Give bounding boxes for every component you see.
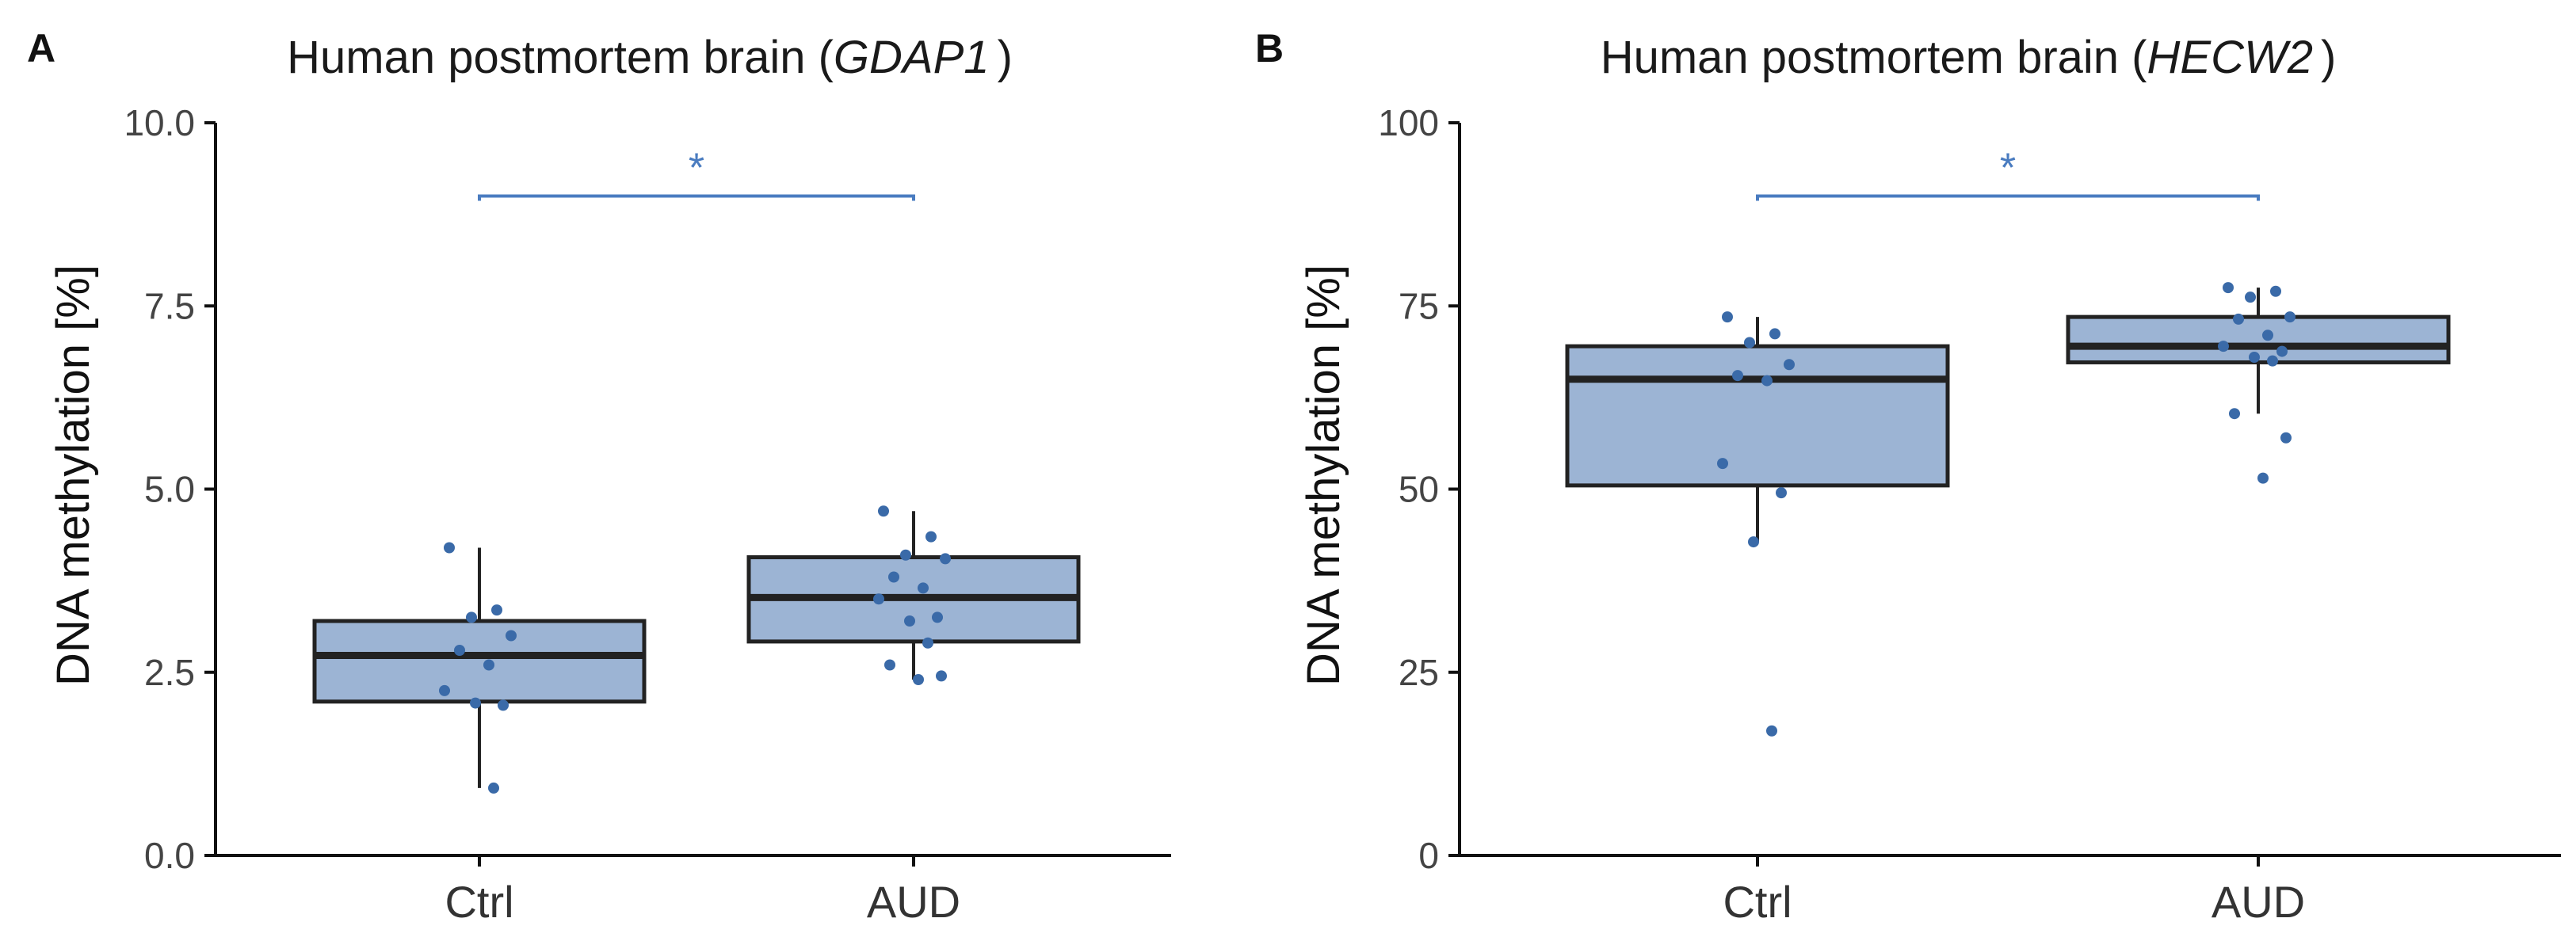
panel-b: B Human postmortem brain (HECW2) DNA met… bbox=[1255, 26, 2561, 927]
y-tick-label: 100 bbox=[1378, 102, 1439, 143]
data-point bbox=[2223, 282, 2234, 294]
y-tick-label: 7.5 bbox=[144, 285, 195, 326]
y-tick-label: 75 bbox=[1399, 285, 1439, 326]
data-point bbox=[2267, 355, 2278, 367]
data-point bbox=[1776, 487, 1787, 499]
data-point bbox=[483, 659, 494, 671]
x-tick-label-aud: AUD bbox=[2212, 877, 2305, 927]
data-point bbox=[925, 531, 937, 543]
data-point bbox=[940, 553, 951, 565]
boxplot-aud bbox=[746, 505, 1081, 685]
data-point bbox=[491, 604, 502, 616]
data-point bbox=[1717, 458, 1728, 470]
data-point bbox=[1744, 337, 1755, 349]
y-tick-label: 5.0 bbox=[144, 469, 195, 510]
x-tick-label-aud: AUD bbox=[867, 877, 960, 927]
data-point bbox=[2229, 408, 2240, 420]
box-iqr bbox=[1565, 344, 1950, 488]
chart-title-b: Human postmortem brain (HECW2) bbox=[1601, 32, 2337, 83]
panel-a: A Human postmortem brain (GDAP1) DNA met… bbox=[27, 26, 1171, 927]
y-axis-title-b: DNA methylation [%] bbox=[1298, 265, 1349, 686]
data-point bbox=[470, 697, 481, 709]
box-iqr bbox=[2066, 314, 2451, 364]
plot-area-b: 0 25 50 75 100 Ctrl AUD * bbox=[1378, 102, 2561, 927]
boxplot-aud bbox=[2066, 282, 2451, 484]
y-tick-label: 0 bbox=[1418, 835, 1439, 876]
plot-area-a: 0.0 2.5 5.0 7.5 10.0 Ctrl AUD * bbox=[124, 102, 1171, 927]
significance-label: * bbox=[2000, 146, 2016, 192]
data-point bbox=[2233, 313, 2244, 325]
y-tick-label: 25 bbox=[1399, 652, 1439, 693]
box-iqr bbox=[312, 619, 647, 704]
data-point bbox=[488, 782, 499, 794]
significance-bracket bbox=[478, 194, 915, 201]
data-point bbox=[884, 659, 895, 671]
data-point bbox=[466, 611, 477, 623]
y-tick-label: 10.0 bbox=[124, 102, 195, 143]
data-point bbox=[1722, 311, 1733, 323]
data-point bbox=[2262, 330, 2273, 341]
x-tick-label-ctrl: Ctrl bbox=[1723, 877, 1792, 927]
data-point bbox=[922, 637, 933, 649]
data-point bbox=[900, 549, 911, 561]
data-point bbox=[1732, 370, 1743, 382]
data-point bbox=[498, 699, 509, 711]
data-point bbox=[444, 542, 455, 554]
data-point bbox=[888, 571, 899, 583]
boxplot-ctrl bbox=[312, 542, 647, 794]
panel-letter-a: A bbox=[27, 26, 55, 70]
data-point bbox=[904, 615, 915, 627]
data-point bbox=[2284, 311, 2296, 323]
data-point bbox=[873, 593, 884, 605]
panel-letter-b: B bbox=[1255, 26, 1284, 70]
data-point bbox=[2245, 291, 2256, 303]
y-tick-label: 2.5 bbox=[144, 652, 195, 693]
x-tick-label-ctrl: Ctrl bbox=[445, 877, 513, 927]
data-point bbox=[454, 645, 465, 656]
data-point bbox=[2280, 432, 2292, 444]
data-point bbox=[932, 611, 943, 623]
data-point bbox=[2249, 352, 2260, 363]
chart-title-a: Human postmortem brain (GDAP1) bbox=[287, 32, 1013, 83]
boxplot-ctrl bbox=[1565, 311, 1950, 737]
data-point bbox=[1748, 536, 1759, 548]
y-axis-title-a: DNA methylation [%] bbox=[48, 265, 99, 686]
data-point bbox=[2276, 345, 2288, 357]
data-point bbox=[1769, 328, 1780, 340]
data-point bbox=[1766, 725, 1777, 737]
significance-bracket bbox=[1756, 194, 2260, 201]
data-point bbox=[913, 674, 924, 685]
data-point bbox=[1761, 375, 1773, 387]
data-point bbox=[2270, 285, 2281, 297]
data-point bbox=[1784, 359, 1795, 371]
y-tick-label: 50 bbox=[1399, 469, 1439, 510]
data-point bbox=[878, 505, 889, 517]
y-tick-label: 0.0 bbox=[144, 835, 195, 876]
data-point bbox=[2257, 472, 2269, 484]
data-point bbox=[2218, 341, 2229, 352]
data-point bbox=[936, 670, 947, 682]
data-point bbox=[506, 630, 517, 642]
data-point bbox=[918, 582, 929, 594]
data-point bbox=[439, 684, 450, 696]
significance-label: * bbox=[689, 146, 704, 192]
